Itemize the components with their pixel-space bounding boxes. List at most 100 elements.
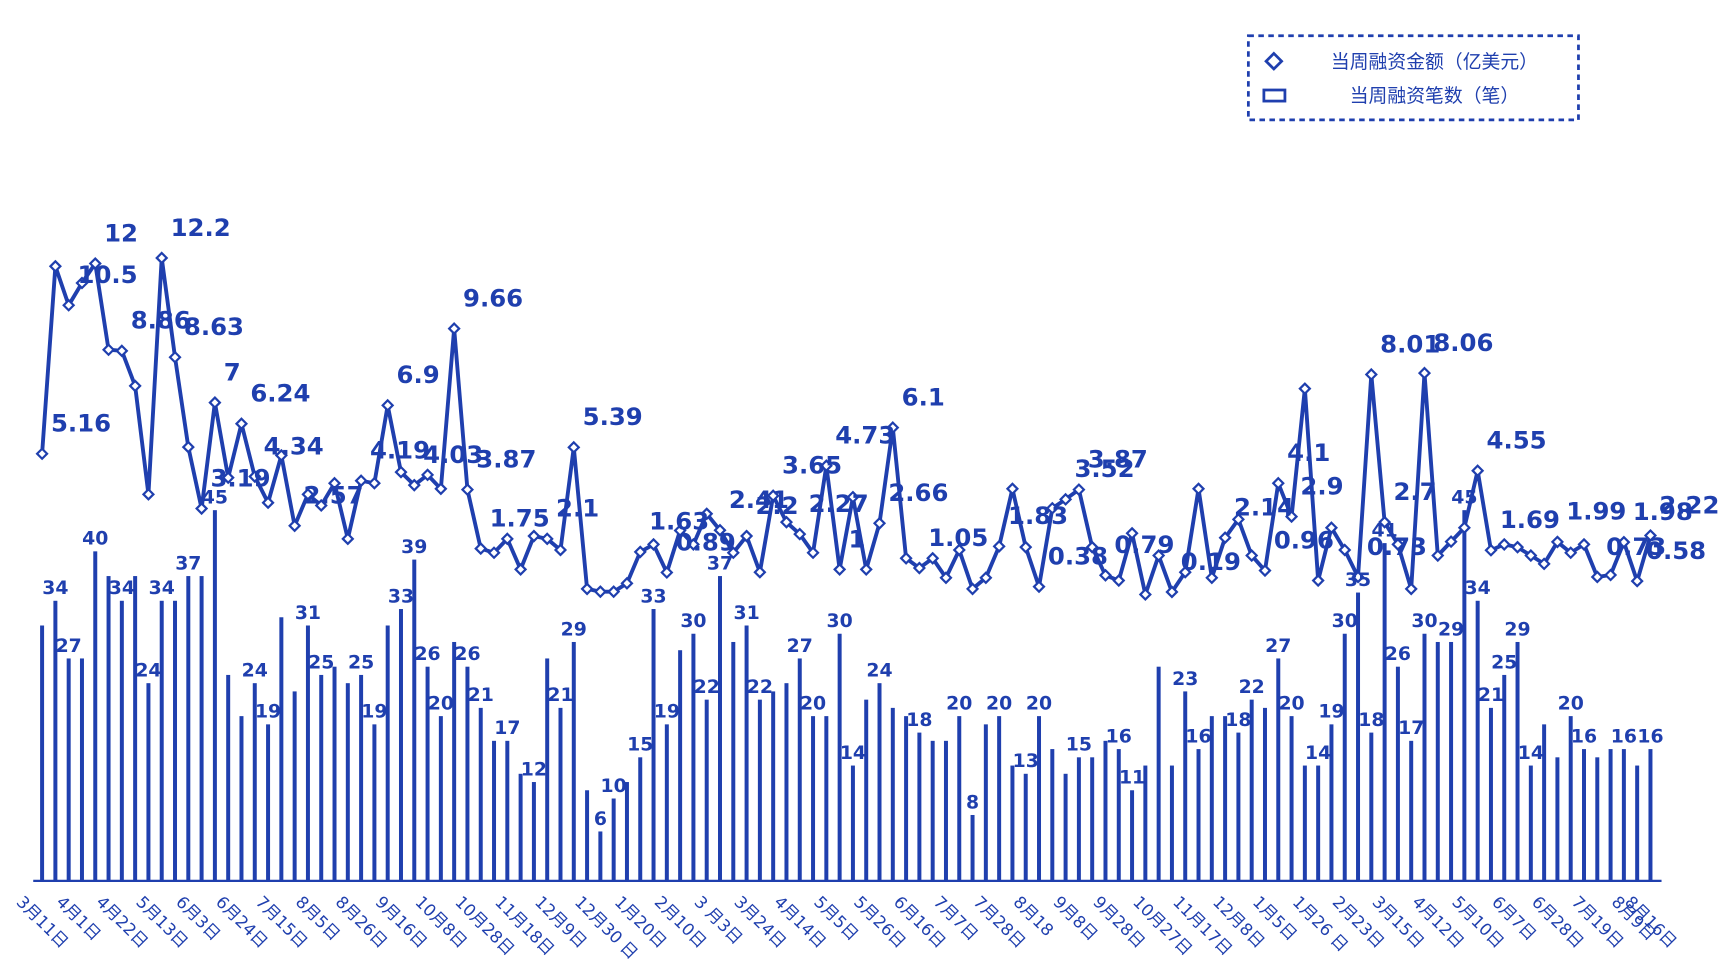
bar-label: 14	[1305, 743, 1331, 764]
bar	[1090, 757, 1095, 881]
bar	[598, 831, 603, 881]
bar	[1369, 732, 1374, 881]
bar-label: 17	[494, 718, 520, 739]
line-marker	[979, 571, 993, 585]
bar	[478, 707, 483, 881]
line-label: 0.73	[1606, 532, 1666, 561]
bar	[372, 724, 377, 881]
bar-label: 14	[840, 743, 866, 764]
line-marker	[633, 545, 647, 559]
bar	[146, 683, 151, 881]
line-marker	[1378, 515, 1392, 529]
bar	[1382, 543, 1387, 881]
bar	[1488, 707, 1493, 881]
line-marker	[1524, 548, 1538, 563]
bar-label: 17	[1398, 718, 1424, 739]
line-marker	[301, 487, 315, 501]
line-marker	[447, 322, 461, 336]
line-marker	[766, 489, 780, 503]
line-label: 8.06	[1433, 328, 1493, 357]
bar-label: 25	[1491, 652, 1517, 673]
bar	[385, 625, 390, 881]
line-marker	[1444, 535, 1458, 549]
line-layer	[35, 251, 1658, 602]
bar	[1050, 749, 1055, 881]
line-label: 10.5	[78, 260, 138, 289]
line-label: 4.73	[835, 421, 895, 450]
line-marker	[1085, 540, 1099, 554]
line-marker	[686, 537, 700, 551]
bar	[186, 576, 191, 881]
bar-label: 21	[468, 685, 494, 706]
line-marker	[1617, 535, 1631, 549]
bar-label: 22	[1239, 677, 1265, 698]
bar-label: 33	[388, 586, 414, 607]
bar	[1010, 765, 1015, 881]
bar-label: 26	[414, 644, 440, 665]
line-marker	[567, 440, 581, 454]
line-label: 2.22	[1659, 490, 1719, 519]
bar	[718, 576, 722, 881]
line-marker	[553, 543, 568, 557]
line-label: 4.03	[423, 440, 483, 469]
line-label: 3.65	[782, 451, 842, 480]
bar	[319, 674, 324, 881]
bar	[1582, 749, 1586, 881]
bar	[93, 551, 98, 881]
line-marker	[1165, 585, 1179, 599]
line-label: 8.01	[1380, 329, 1440, 358]
bar	[425, 666, 430, 881]
bar-label: 30	[1332, 611, 1358, 632]
line-label: 1.05	[928, 523, 988, 552]
bar-label: 20	[986, 693, 1012, 714]
bar	[1435, 641, 1440, 881]
bar	[731, 641, 736, 881]
line-marker	[713, 523, 727, 537]
bar	[1542, 724, 1547, 881]
line-marker	[1125, 526, 1139, 540]
line-marker	[434, 482, 448, 496]
bar-label: 26	[454, 644, 480, 665]
line-marker	[62, 298, 76, 312]
bar-label: 19	[1318, 702, 1344, 723]
bar	[305, 625, 310, 881]
line-marker	[1351, 570, 1365, 584]
bar-label: 30	[1411, 611, 1437, 632]
line-label: 4.34	[264, 431, 324, 460]
line-marker	[514, 562, 528, 576]
bar	[133, 576, 138, 881]
bar	[492, 740, 497, 881]
line-marker	[381, 398, 395, 412]
bar-label: 34	[109, 578, 135, 599]
bar	[1528, 765, 1533, 881]
bar	[771, 691, 776, 881]
bar	[638, 757, 643, 881]
bar-label: 33	[640, 586, 666, 607]
line-marker	[168, 350, 182, 364]
bar	[545, 658, 550, 881]
line-label: 0.38	[1048, 542, 1108, 571]
line-marker	[1059, 492, 1073, 506]
bar-label: 14	[1518, 743, 1544, 764]
bar	[1302, 765, 1307, 881]
bar-label: 45	[202, 488, 228, 509]
bar	[744, 625, 749, 881]
line-marker	[819, 459, 833, 473]
bar	[1130, 790, 1135, 881]
bar-label: 29	[1504, 619, 1530, 640]
bar	[1475, 600, 1480, 881]
bar	[1063, 773, 1068, 881]
line-marker	[221, 471, 235, 485]
line-marker	[700, 507, 714, 521]
line-label: 2.66	[888, 478, 948, 507]
bar	[292, 691, 297, 881]
line-marker	[806, 546, 820, 560]
bar-label: 23	[1172, 669, 1198, 690]
line-label: 5.16	[51, 409, 111, 438]
line-label: 9.66	[463, 283, 523, 312]
line-label: 4.55	[1487, 426, 1547, 455]
line-label: 1.99	[1566, 497, 1626, 526]
bar-label: 25	[308, 652, 334, 673]
bar-label: 31	[295, 603, 321, 624]
bar	[983, 724, 988, 881]
